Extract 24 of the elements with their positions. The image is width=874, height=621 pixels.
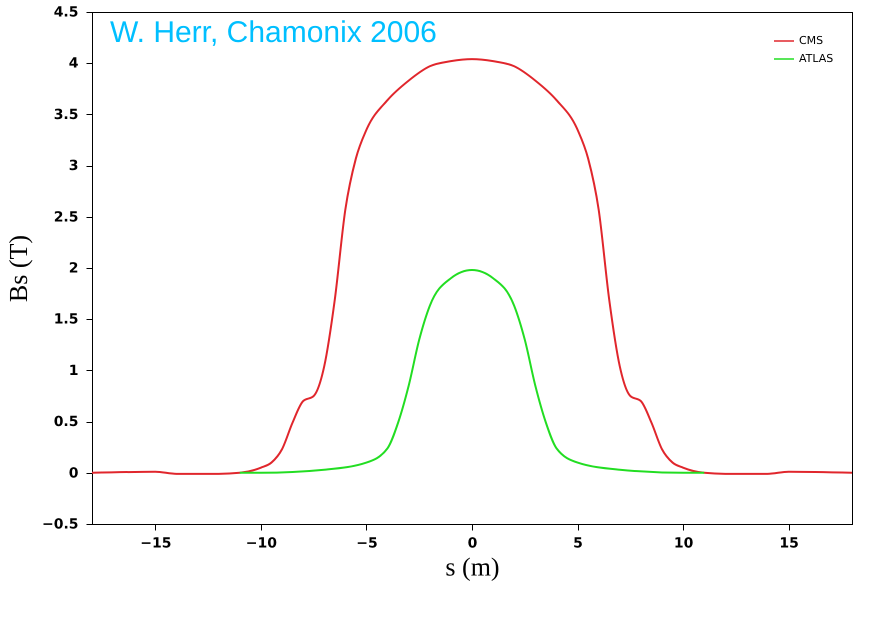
legend-label: CMS (799, 34, 824, 47)
x-tick-label: 0 (468, 536, 478, 552)
legend-label: ATLAS (799, 52, 834, 65)
y-tick-label: 4.5 (54, 4, 78, 20)
y-tick-label: 2.5 (54, 209, 78, 226)
x-axis-title: s (m) (445, 552, 500, 582)
x-tick-label: −10 (246, 536, 278, 552)
y-tick-label: 4 (68, 56, 79, 72)
y-tick-label: −0.5 (42, 516, 78, 532)
y-tick-label: 2 (68, 260, 78, 276)
x-tick-label: 15 (779, 536, 799, 552)
y-tick-label: 1 (68, 362, 78, 379)
y-tick-label: 0.5 (54, 414, 78, 430)
x-tick-label: 5 (573, 536, 583, 552)
y-tick-label: 3.5 (54, 106, 78, 123)
y-tick-label: 1.5 (54, 312, 78, 328)
line-series (238, 269, 706, 474)
x-tick-label: −5 (356, 536, 378, 552)
y-tick-label: 3 (68, 158, 78, 174)
x-tick-label: −15 (140, 536, 172, 552)
annotation: W. Herr, Chamonix 2006 (110, 16, 437, 49)
y-tick-label: 0 (68, 465, 79, 482)
y-axis-title: Bs (T) (4, 234, 33, 302)
x-tick-label: 10 (674, 536, 694, 552)
